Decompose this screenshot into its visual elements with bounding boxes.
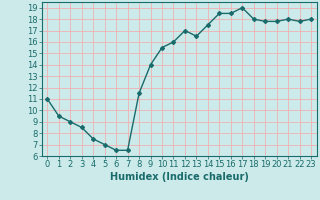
X-axis label: Humidex (Indice chaleur): Humidex (Indice chaleur) — [110, 172, 249, 182]
